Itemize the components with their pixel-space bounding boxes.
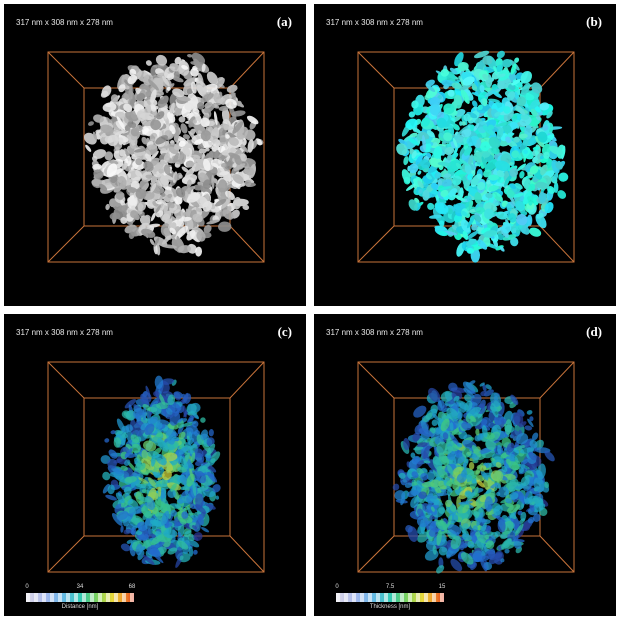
- colorbar-c-gradient: [26, 593, 134, 602]
- cyan-structure: [396, 50, 569, 263]
- colorbar-d-tick-mid: 7.5: [385, 584, 395, 590]
- dimensions-label-a: 317 nm x 308 nm x 278 nm: [16, 18, 113, 27]
- panel-a: 317 nm x 308 nm x 278 nm (a): [4, 4, 306, 306]
- panel-d-scene: [357, 361, 575, 574]
- panel-c: 317 nm x 308 nm x 278 nm (c) 0 34 68 Dis…: [4, 314, 306, 616]
- panel-c-scene: [47, 361, 265, 573]
- panel-a-scene: [47, 51, 265, 263]
- panel-label-b: (b): [586, 14, 602, 29]
- panel-label-d: (d): [586, 324, 602, 339]
- panel-b: 317 nm x 308 nm x 278 nm (b): [314, 4, 616, 306]
- distance-map-structure: [100, 375, 221, 568]
- colorbar-d-gradient: [336, 593, 444, 602]
- colorbar-c-tick-max: 68: [128, 584, 136, 590]
- colorbar-c: 0 34 68 Distance [nm]: [24, 584, 136, 610]
- dimensions-label-c: 317 nm x 308 nm x 278 nm: [16, 328, 113, 337]
- thickness-map-structure: [392, 380, 555, 574]
- colorbar-c-tick-min: 0: [25, 584, 29, 590]
- colorbar-d-title: Thickness [nm]: [369, 604, 411, 610]
- gray-structure: [84, 52, 264, 257]
- dimensions-label-b: 317 nm x 308 nm x 278 nm: [326, 18, 423, 27]
- colorbar-c-title: Distance [nm]: [61, 604, 99, 610]
- colorbar-c-tick-mid: 34: [76, 584, 84, 590]
- colorbar-d-tick-max: 15: [438, 584, 446, 590]
- panel-label-c: (c): [277, 324, 292, 339]
- panel-d: 317 nm x 308 nm x 278 nm (d) 0 7.5 15 Th…: [314, 314, 616, 616]
- panel-label-a: (a): [276, 14, 292, 29]
- panel-b-scene: [357, 50, 575, 263]
- colorbar-d-tick-min: 0: [335, 584, 339, 590]
- dimensions-label-d: 317 nm x 308 nm x 278 nm: [326, 328, 423, 337]
- colorbar-d: 0 7.5 15 Thickness [nm]: [334, 584, 446, 610]
